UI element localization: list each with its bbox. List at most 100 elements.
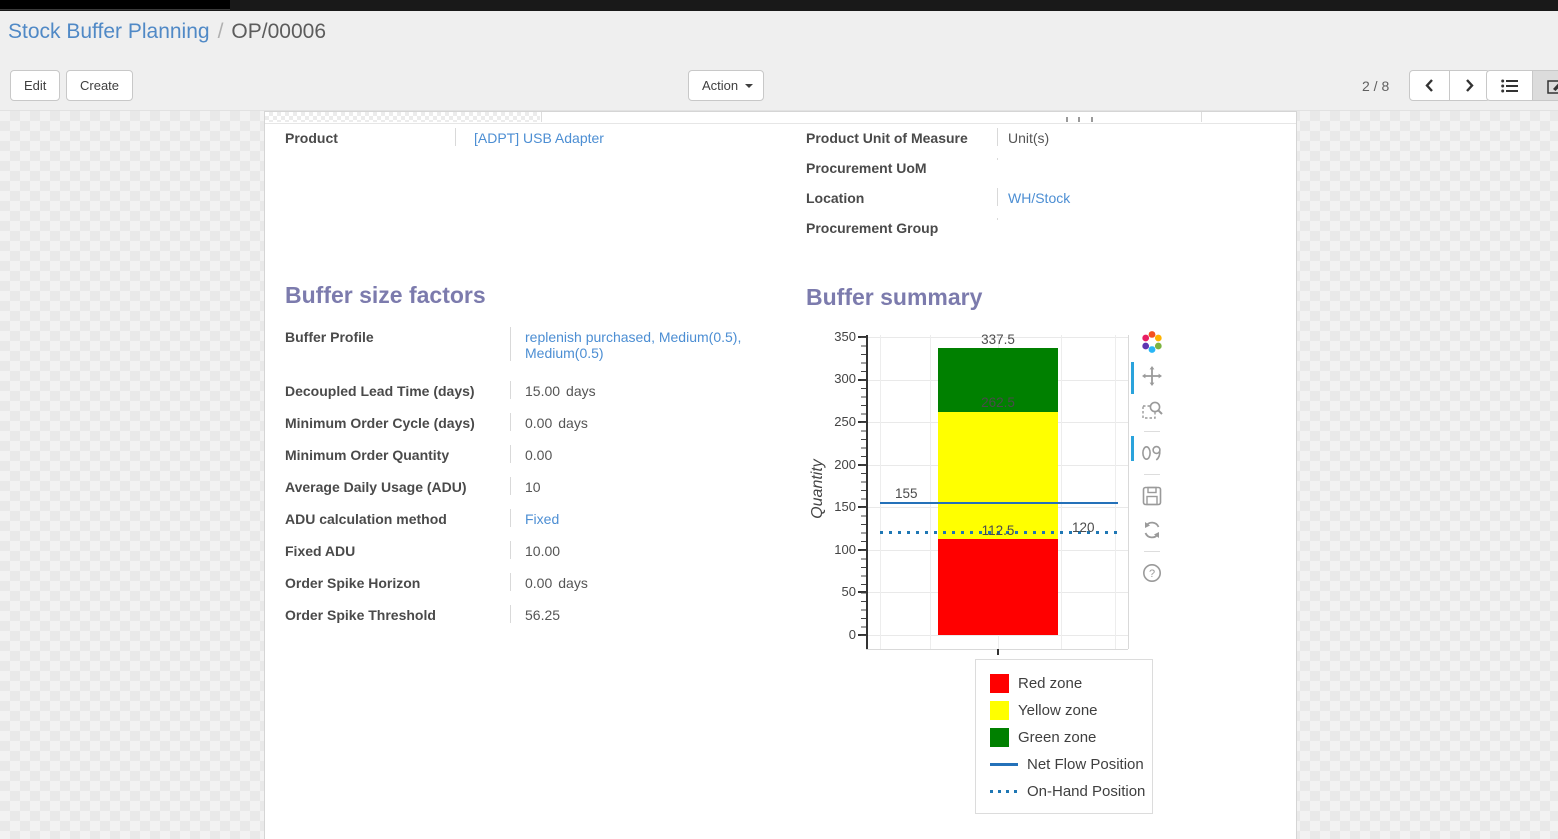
clipped-cell-hatch <box>265 112 540 122</box>
chart-modebar: ? <box>1131 329 1170 594</box>
legend-item-red-zone[interactable]: Red zone <box>990 670 1152 697</box>
y-tick-150: 150 <box>834 499 856 514</box>
legend-item-net-flow[interactable]: Net Flow Position <box>990 751 1152 778</box>
min-order-qty-label: Minimum Order Quantity <box>285 447 450 463</box>
spike-horizon-value: 0.00 <box>525 575 553 591</box>
field-row-product: Product [ADPT] USB Adapter <box>285 128 785 168</box>
green-zone-bar <box>938 348 1058 412</box>
product-label: Product <box>285 130 338 146</box>
field-row-dlt: Decoupled Lead Time (days) 15.00 days <box>285 381 772 413</box>
breadcrumb-section-link[interactable]: Stock Buffer Planning <box>8 20 210 43</box>
product-value-link[interactable]: [ADPT] USB Adapter <box>474 130 604 146</box>
control-row: Edit Create Action 2 / 8 <box>0 60 1558 110</box>
y-tick-300: 300 <box>834 371 856 386</box>
action-dropdown-button[interactable]: Action <box>688 70 765 101</box>
main-info-left-group: Product [ADPT] USB Adapter <box>285 128 785 168</box>
pager-count: 2 / 8 <box>1362 78 1390 94</box>
net-flow-legend-label: Net Flow Position <box>1027 756 1144 773</box>
reset-axes-icon[interactable] <box>1138 517 1166 543</box>
buffer-profile-value-link[interactable]: replenish purchased, Medium(0.5), Medium… <box>525 329 742 361</box>
net-flow-position-line <box>880 502 1118 504</box>
clipped-top-row <box>265 112 1296 124</box>
procurement-uom-value <box>997 158 1276 160</box>
top-bar-left-segment <box>0 0 230 10</box>
yellow-zone-swatch <box>990 701 1009 720</box>
save-image-icon[interactable] <box>1138 483 1166 509</box>
location-label: Location <box>806 190 865 206</box>
location-value-link[interactable]: WH/Stock <box>1008 190 1071 206</box>
min-order-cycle-unit: days <box>558 415 588 431</box>
buffer-summary-chart: Quantity 350 300 250 200 150 100 50 0 <box>809 327 1175 827</box>
list-view-button[interactable] <box>1486 70 1533 101</box>
box-zoom-icon[interactable] <box>1138 397 1166 423</box>
field-row-adu: Average Daily Usage (ADU) 10 <box>285 477 772 509</box>
red-top-label: 112.5 <box>981 523 1015 538</box>
procurement-uom-label: Procurement UoM <box>806 160 927 176</box>
plotly-logo-icon[interactable] <box>1138 329 1166 355</box>
fixed-adu-value: 10.00 <box>510 541 772 559</box>
product-uom-label: Product Unit of Measure <box>806 130 968 146</box>
field-row-fixed-adu: Fixed ADU 10.00 <box>285 541 772 573</box>
dlt-unit: days <box>566 383 596 399</box>
field-row-min-order-cycle: Minimum Order Cycle (days) 0.00 days <box>285 413 772 445</box>
y-tick-0: 0 <box>848 627 856 642</box>
next-page-icon <box>1466 79 1474 92</box>
form-view-icon <box>1547 79 1558 94</box>
legend-item-on-hand[interactable]: On-Hand Position <box>990 778 1152 805</box>
min-order-cycle-label: Minimum Order Cycle (days) <box>285 415 475 431</box>
red-zone-legend-label: Red zone <box>1018 675 1083 692</box>
spike-threshold-label: Order Spike Threshold <box>285 607 436 623</box>
dlt-label: Decoupled Lead Time (days) <box>285 383 475 399</box>
pager-buttons <box>1409 70 1490 101</box>
adu-value: 10 <box>510 477 772 495</box>
on-hand-line-swatch <box>990 790 1018 793</box>
field-row-buffer-profile: Buffer Profile replenish purchased, Medi… <box>285 327 772 381</box>
on-hand-position-label: 120 <box>1072 520 1095 535</box>
form-sheet: Product [ADPT] USB Adapter Product Unit … <box>264 111 1297 839</box>
buffer-summary-heading: Buffer summary <box>806 284 983 310</box>
legend-item-green-zone[interactable]: Green zone <box>990 724 1152 751</box>
green-zone-legend-label: Green zone <box>1018 729 1097 746</box>
chevron-down-icon <box>745 83 754 88</box>
field-row-location: Location WH/Stock <box>806 188 1276 218</box>
breadcrumb-record: OP/00006 <box>231 20 326 43</box>
buffer-profile-label: Buffer Profile <box>285 329 374 345</box>
yellow-zone-legend-label: Yellow zone <box>1018 702 1098 719</box>
spike-horizon-label: Order Spike Horizon <box>285 575 421 591</box>
adu-method-label: ADU calculation method <box>285 511 447 527</box>
list-view-icon <box>1501 79 1518 92</box>
y-tick-250: 250 <box>834 414 856 429</box>
prev-page-icon <box>1425 79 1433 92</box>
main-info-right-group: Product Unit of Measure Unit(s) Procurem… <box>806 128 1276 248</box>
create-button[interactable]: Create <box>66 70 134 101</box>
form-view-button[interactable] <box>1532 70 1558 101</box>
legend-item-yellow-zone[interactable]: Yellow zone <box>990 697 1152 724</box>
on-hand-legend-label: On-Hand Position <box>1027 783 1146 800</box>
procurement-group-value <box>997 218 1276 220</box>
chart-legend: Red zone Yellow zone Green zone Net Flow… <box>975 659 1153 814</box>
y-axis-title: Quantity <box>809 459 826 519</box>
fixed-adu-label: Fixed ADU <box>285 543 356 559</box>
adu-method-value-link[interactable]: Fixed <box>525 511 560 527</box>
field-row-adu-method: ADU calculation method Fixed <box>285 509 772 541</box>
y-tick-50: 50 <box>841 584 856 599</box>
buffer-size-factors-heading: Buffer size factors <box>285 282 486 308</box>
next-page-button[interactable] <box>1449 70 1490 101</box>
green-zone-swatch <box>990 728 1009 747</box>
yellow-top-label: 262.5 <box>981 395 1015 410</box>
svg-text:?: ? <box>1149 568 1155 580</box>
min-order-qty-value: 0.00 <box>510 445 772 463</box>
y-tick-100: 100 <box>834 542 856 557</box>
pan-icon[interactable] <box>1138 363 1166 389</box>
adu-label: Average Daily Usage (ADU) <box>285 479 467 495</box>
breadcrumb: Stock Buffer Planning / OP/00006 <box>8 20 326 44</box>
y-axis-line <box>866 335 868 649</box>
prev-page-button[interactable] <box>1409 70 1450 101</box>
compare-hover-icon[interactable] <box>1138 440 1166 466</box>
spike-threshold-value: 56.25 <box>510 605 772 623</box>
edit-button[interactable]: Edit <box>10 70 61 101</box>
help-icon[interactable]: ? <box>1138 560 1166 586</box>
spike-horizon-unit: days <box>558 575 588 591</box>
x-axis-tick <box>997 649 999 655</box>
